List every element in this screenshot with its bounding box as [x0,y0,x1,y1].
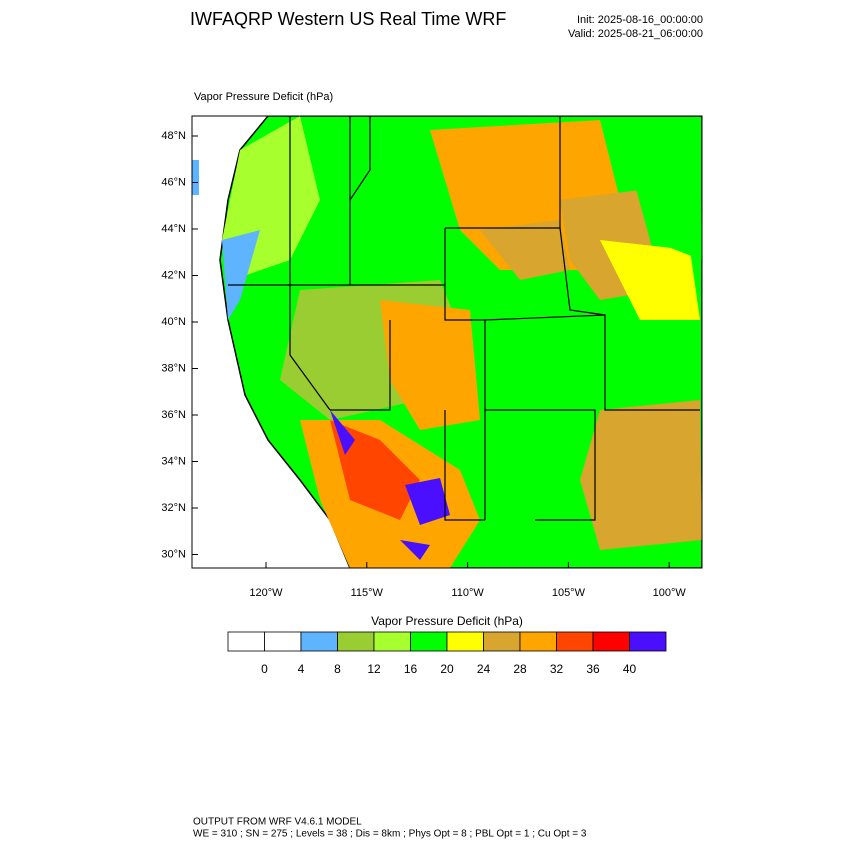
colorbar-box [556,631,594,652]
colorbar-box [300,631,338,652]
field-area [620,130,702,260]
lat-label: 36°N [161,409,186,421]
colorbar-label: 12 [367,662,381,676]
field-area [400,540,430,560]
field-area [580,400,702,550]
colorbar-label: 36 [586,662,600,676]
init-time: Init: 2025-08-16_00:00:00 [577,14,703,26]
lat-label: 32°N [161,502,186,514]
colorbar-label: 24 [477,662,491,676]
colorbar-box [592,631,630,652]
colorbar: 0 4 8 12 16 20 24 28 32 36 40 [227,631,667,676]
lat-label: 46°N [161,176,186,188]
colorbar-box [227,631,265,652]
colorbar-box [519,631,557,652]
map-frame [191,115,703,569]
lon-label: 120°W [249,587,283,599]
colorbar-label: 28 [513,662,527,676]
colorbar-title: Vapor Pressure Deficit (hPa) [371,614,523,628]
field-area [480,220,570,280]
footer-line: OUTPUT FROM WRF V4.6.1 MODEL [193,817,362,828]
colorbar-box [483,631,521,652]
colorbar-box [446,631,484,652]
lon-label: 110°W [451,587,484,599]
title: IWFAQRP Western US Real Time WRF [190,9,506,29]
colorbar-label: 8 [334,662,341,676]
colorbar-box [373,631,411,652]
lat-label: 40°N [161,316,186,328]
colorbar-label: 20 [440,662,454,676]
colorbar-label: 32 [550,662,564,676]
colorbar-label: 40 [623,662,637,676]
colorbar-label: 4 [298,662,305,676]
lat-label: 42°N [161,269,186,281]
colorbar-box [410,631,448,652]
lon-label: 115°W [351,587,384,599]
valid-time: Valid: 2025-08-21_06:00:00 [568,28,703,40]
colorbar-box [337,631,375,652]
map-field [191,115,703,569]
field-area [405,478,450,525]
field-area [222,230,260,320]
colorbar-box [264,631,302,652]
lon-label: 100°W [653,587,687,599]
lat-label: 38°N [161,362,186,374]
ocean-patch [192,160,199,195]
colorbar-label: 16 [404,662,418,676]
field-label: Vapor Pressure Deficit (hPa) [194,91,333,103]
colorbar-box [629,631,667,652]
lat-label: 30°N [161,548,186,560]
lat-label: 34°N [161,455,186,467]
field-area [600,240,700,320]
footer-line: WE = 310 ; SN = 275 ; Levels = 38 ; Dis … [193,829,587,840]
axis-labels: 48°N 46°N 44°N 42°N 40°N 38°N 36°N 34°N 32°N 30°N… [161,130,686,599]
field-area [330,420,420,520]
field-area [330,410,355,455]
state-borders [228,116,700,521]
lat-label: 48°N [161,130,186,142]
field-area [380,300,480,430]
lon-label: 105°W [552,587,586,599]
lat-label: 44°N [161,223,186,235]
colorbar-label: 0 [261,662,268,676]
